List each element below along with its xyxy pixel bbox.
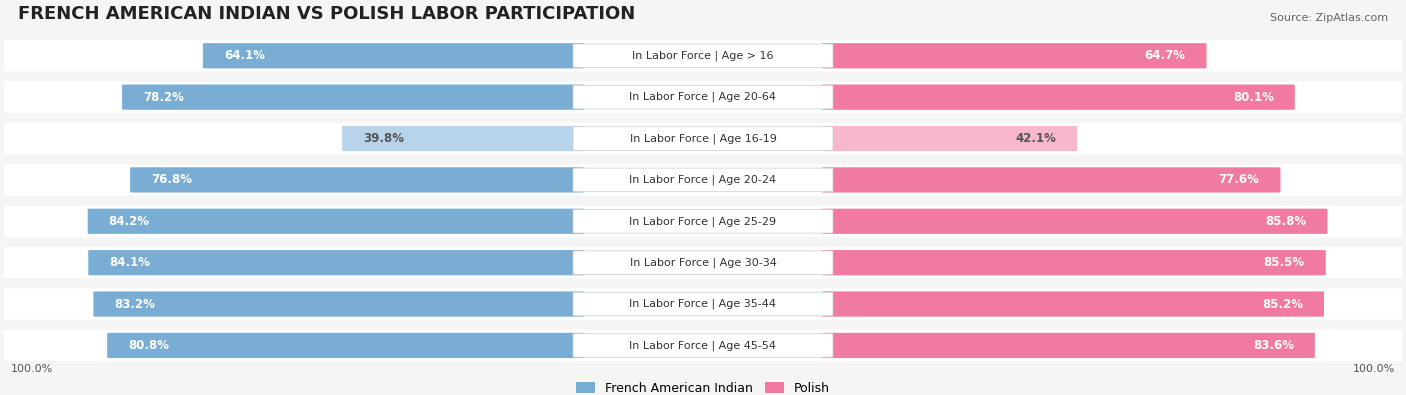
FancyBboxPatch shape [131, 167, 585, 192]
FancyBboxPatch shape [574, 44, 832, 68]
Text: 100.0%: 100.0% [11, 365, 53, 374]
FancyBboxPatch shape [0, 288, 1406, 320]
FancyBboxPatch shape [574, 127, 832, 150]
Text: FRENCH AMERICAN INDIAN VS POLISH LABOR PARTICIPATION: FRENCH AMERICAN INDIAN VS POLISH LABOR P… [18, 5, 636, 23]
FancyBboxPatch shape [0, 330, 1406, 361]
Text: In Labor Force | Age 35-44: In Labor Force | Age 35-44 [630, 299, 776, 309]
FancyBboxPatch shape [821, 250, 1326, 275]
Text: In Labor Force | Age 30-34: In Labor Force | Age 30-34 [630, 258, 776, 268]
FancyBboxPatch shape [87, 209, 585, 234]
FancyBboxPatch shape [821, 85, 1295, 110]
Text: 39.8%: 39.8% [363, 132, 404, 145]
Text: 100.0%: 100.0% [1353, 365, 1395, 374]
FancyBboxPatch shape [0, 164, 1406, 196]
Text: 85.2%: 85.2% [1263, 297, 1303, 310]
Text: 64.1%: 64.1% [224, 49, 264, 62]
FancyBboxPatch shape [574, 209, 832, 233]
FancyBboxPatch shape [574, 168, 832, 192]
Text: 84.2%: 84.2% [108, 215, 149, 228]
FancyBboxPatch shape [202, 43, 585, 68]
FancyBboxPatch shape [821, 209, 1327, 234]
FancyBboxPatch shape [0, 205, 1406, 237]
Text: In Labor Force | Age 16-19: In Labor Force | Age 16-19 [630, 133, 776, 144]
FancyBboxPatch shape [0, 247, 1406, 278]
Text: 42.1%: 42.1% [1015, 132, 1056, 145]
FancyBboxPatch shape [574, 251, 832, 275]
Text: In Labor Force | Age 45-54: In Labor Force | Age 45-54 [630, 340, 776, 351]
FancyBboxPatch shape [574, 334, 832, 357]
FancyBboxPatch shape [122, 85, 585, 110]
Text: 77.6%: 77.6% [1219, 173, 1260, 186]
FancyBboxPatch shape [0, 81, 1406, 113]
FancyBboxPatch shape [107, 333, 585, 358]
FancyBboxPatch shape [821, 167, 1281, 192]
Text: Source: ZipAtlas.com: Source: ZipAtlas.com [1270, 13, 1388, 23]
FancyBboxPatch shape [342, 126, 585, 151]
FancyBboxPatch shape [93, 292, 585, 317]
Text: 64.7%: 64.7% [1144, 49, 1185, 62]
FancyBboxPatch shape [574, 85, 832, 109]
FancyBboxPatch shape [821, 333, 1315, 358]
Text: In Labor Force | Age 25-29: In Labor Force | Age 25-29 [630, 216, 776, 227]
Text: 80.1%: 80.1% [1233, 90, 1274, 103]
Text: In Labor Force | Age > 16: In Labor Force | Age > 16 [633, 51, 773, 61]
FancyBboxPatch shape [574, 292, 832, 316]
Text: 85.8%: 85.8% [1265, 215, 1306, 228]
Text: In Labor Force | Age 20-64: In Labor Force | Age 20-64 [630, 92, 776, 102]
Text: 84.1%: 84.1% [110, 256, 150, 269]
FancyBboxPatch shape [89, 250, 585, 275]
Text: 76.8%: 76.8% [150, 173, 193, 186]
Text: 83.2%: 83.2% [114, 297, 155, 310]
FancyBboxPatch shape [0, 123, 1406, 154]
FancyBboxPatch shape [0, 40, 1406, 71]
Text: 78.2%: 78.2% [143, 90, 184, 103]
FancyBboxPatch shape [821, 126, 1077, 151]
Text: 85.5%: 85.5% [1264, 256, 1305, 269]
FancyBboxPatch shape [821, 43, 1206, 68]
FancyBboxPatch shape [821, 292, 1324, 317]
Legend: French American Indian, Polish: French American Indian, Polish [576, 382, 830, 395]
Text: In Labor Force | Age 20-24: In Labor Force | Age 20-24 [630, 175, 776, 185]
Text: 80.8%: 80.8% [128, 339, 169, 352]
Text: 83.6%: 83.6% [1253, 339, 1294, 352]
